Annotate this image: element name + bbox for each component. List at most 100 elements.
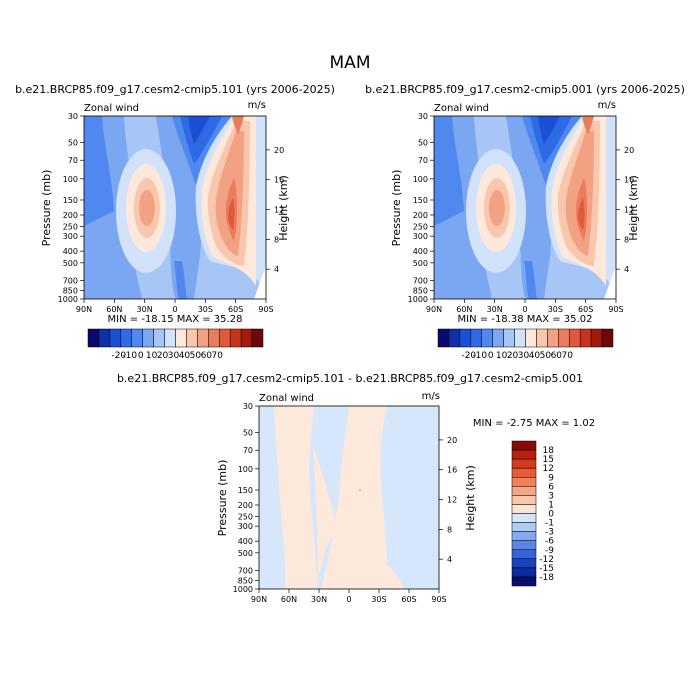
colorbar-label: 30 [168, 351, 180, 361]
y-tick-label: 1000 [58, 295, 78, 304]
x-tick-label: 30S [371, 595, 386, 604]
panel-3: b.e21.BRCP85.f09_g17.cesm2-cmip5.101 - b… [117, 372, 595, 604]
panel-1-contours [84, 116, 266, 299]
colorbar-swatch [503, 328, 515, 348]
colorbar-swatch [601, 328, 614, 348]
panel-3-y-ticks: 305070100150200250300400500700850100090N… [233, 402, 458, 604]
colorbar-swatch [514, 328, 526, 348]
y-tick-label: 300 [63, 232, 78, 241]
colorbar-label: -9 [545, 546, 554, 556]
panel-2-title: b.e21.BRCP85.f09_g17.cesm2-cmip5.001 (yr… [365, 83, 685, 96]
colorbar-swatch [511, 567, 537, 578]
colorbar-swatch [569, 328, 581, 348]
colorbar-swatch [208, 328, 220, 348]
y-tick-label: 200 [63, 211, 78, 220]
colorbar-label: -1 [545, 519, 554, 529]
x-tick-label: 90S [608, 305, 623, 314]
x-tick-label: 30N [137, 305, 153, 314]
x-tick-label: 30S [548, 305, 563, 314]
y2-tick-label: 4 [447, 555, 452, 564]
y-tick-label: 1000 [233, 585, 253, 594]
x-tick-label: 0 [346, 595, 351, 604]
y-tick-label: 200 [238, 501, 253, 510]
colorbar-swatch [120, 328, 132, 348]
y-tick-label: 100 [238, 465, 253, 474]
y-tick-label: 30 [68, 112, 78, 121]
y-tick-label: 100 [413, 175, 428, 184]
colorbar-label: -18 [539, 573, 554, 583]
panel-2-contours [434, 116, 616, 299]
panel-2-stats: MIN = -18.38 MAX = 35.02 [458, 314, 593, 325]
colorbar-swatch [558, 328, 570, 348]
colorbar-swatch [219, 328, 231, 348]
y-tick-label: 1000 [408, 295, 428, 304]
y-tick-label: 700 [63, 276, 78, 285]
colorbar-label: 50 [540, 351, 552, 361]
y-tick-label: 500 [413, 259, 428, 268]
x-tick-label: 60N [106, 305, 122, 314]
colorbar-label: 6 [548, 482, 554, 492]
x-tick-label: 90S [258, 305, 273, 314]
colorbar-label: -20 [461, 351, 476, 361]
y2-tick-label: 8 [447, 525, 452, 534]
colorbar-swatch [251, 328, 264, 348]
colorbar-swatch [142, 328, 154, 348]
colorbar-label: 3 [548, 491, 554, 501]
colorbar-label: 20 [507, 351, 519, 361]
y-tick-label: 70 [68, 156, 78, 165]
y-tick-label: 50 [243, 429, 253, 438]
colorbar-swatch [197, 328, 209, 348]
colorbar-swatch [459, 328, 472, 348]
panel-2: b.e21.BRCP85.f09_g17.cesm2-cmip5.001 (yr… [365, 83, 685, 361]
x-tick-label: 60S [228, 305, 243, 314]
colorbar-swatch [547, 328, 559, 348]
y-tick-label: 300 [413, 232, 428, 241]
x-tick-label: 0 [522, 305, 527, 314]
colorbar-label: 50 [190, 351, 202, 361]
colorbar-swatch [186, 328, 198, 348]
colorbar-swatch [240, 328, 253, 348]
y2-tick-label: 12 [447, 496, 457, 505]
colorbar-swatch [153, 328, 165, 348]
panel-2-y-ticks: 305070100150200250300400500700850100090N… [408, 112, 635, 314]
y-tick-label: 50 [68, 139, 78, 148]
colorbar-label: -20 [111, 351, 126, 361]
colorbar-swatch [511, 540, 537, 550]
y2-tick-label: 16 [274, 176, 284, 185]
panel-1-units: m/s [248, 100, 266, 111]
y2-tick-label: 8 [274, 235, 279, 244]
x-tick-label: 0 [172, 305, 177, 314]
y2-tick-label: 20 [274, 146, 284, 155]
y-tick-label: 100 [63, 175, 78, 184]
colorbar-label: 40 [529, 351, 541, 361]
colorbar-label: 0 [488, 351, 494, 361]
colorbar-label: 15 [543, 455, 554, 465]
colorbar-label: 30 [518, 351, 530, 361]
colorbar-swatch [175, 328, 187, 348]
colorbar-swatch [164, 328, 176, 348]
y2-tick-label: 20 [624, 146, 634, 155]
colorbar-swatch [511, 558, 537, 569]
panel-1-variable: Zonal wind [84, 103, 139, 114]
colorbar-swatch [579, 328, 592, 348]
panel-3-ylabel: Pressure (mb) [216, 460, 229, 537]
panel-2-variable: Zonal wind [434, 103, 489, 114]
colorbar-swatch [229, 328, 242, 348]
y-tick-label: 70 [418, 156, 428, 165]
colorbar-swatch [98, 328, 111, 348]
y-tick-label: 150 [413, 196, 428, 205]
y2-tick-label: 12 [624, 206, 634, 215]
colorbar-label: 18 [543, 446, 555, 456]
colorbar-label: 12 [543, 464, 554, 474]
colorbar-swatch [511, 449, 537, 460]
x-tick-label: 30N [311, 595, 327, 604]
x-tick-label: 30N [487, 305, 503, 314]
y2-tick-label: 12 [274, 206, 284, 215]
x-tick-label: 90S [431, 595, 446, 604]
colorbar-swatch [536, 328, 548, 348]
colorbar-swatch [437, 328, 450, 348]
colorbar-label: 60 [201, 351, 213, 361]
colorbar-swatch [511, 495, 537, 505]
colorbar-swatch [511, 549, 537, 560]
